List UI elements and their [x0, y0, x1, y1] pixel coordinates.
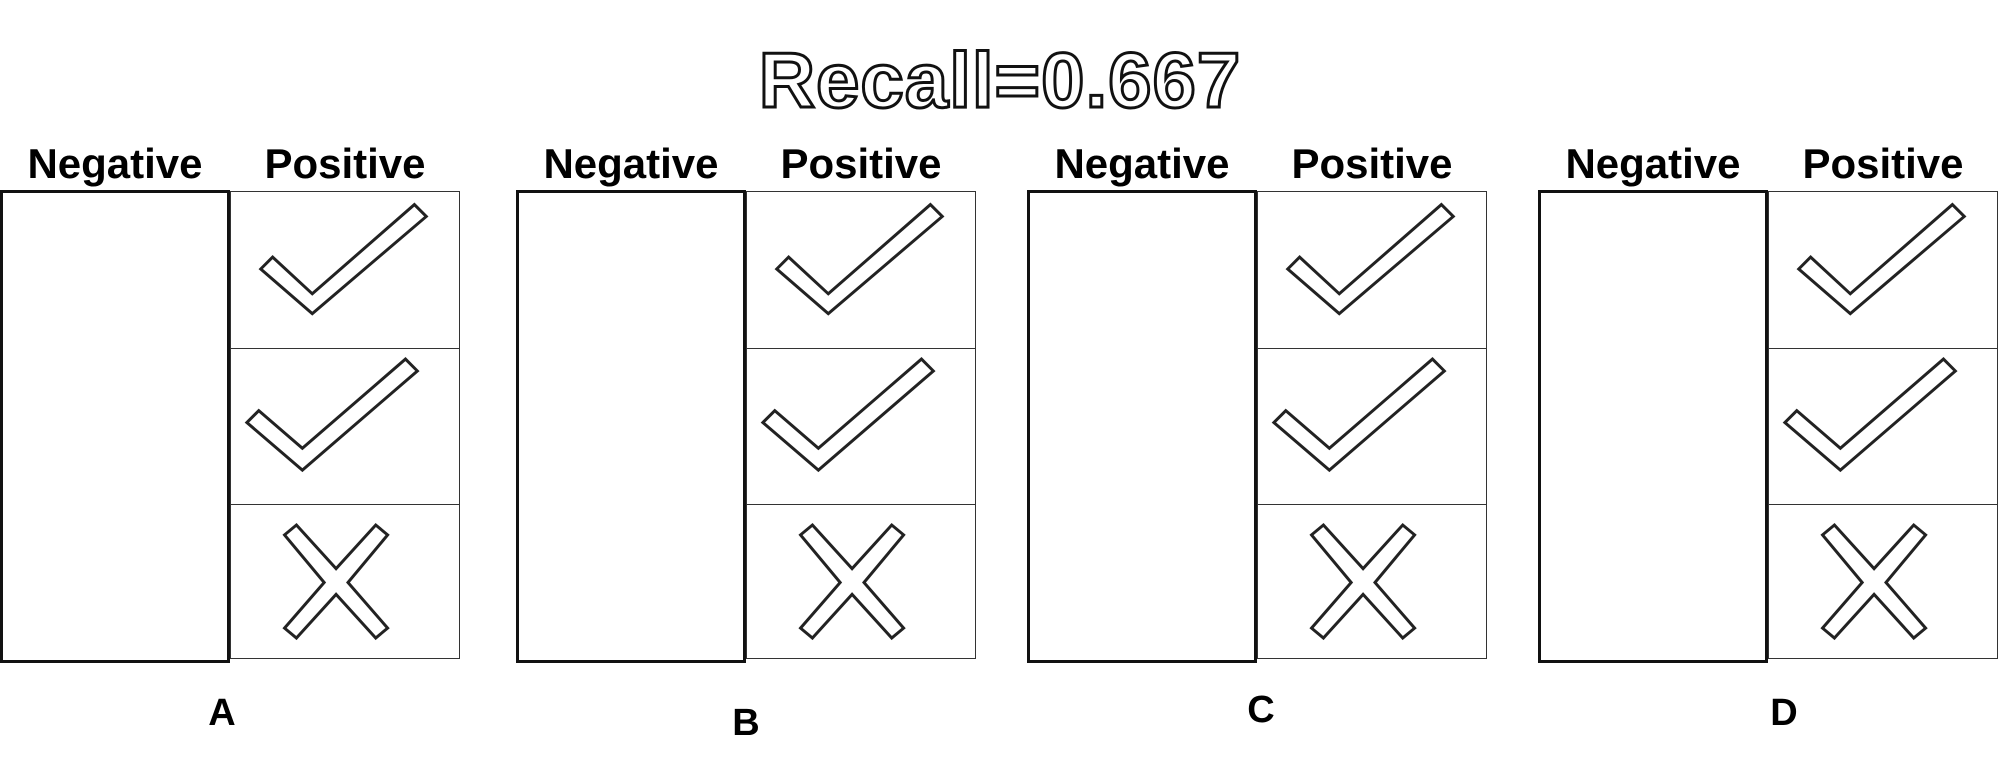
panel-letter: A	[208, 692, 236, 734]
cross-icon	[798, 522, 906, 641]
positive-cell	[747, 504, 975, 660]
positive-cell	[1769, 504, 1997, 660]
positive-cell	[231, 348, 459, 504]
positive-cell	[1258, 192, 1486, 348]
check-icon	[774, 202, 945, 316]
positive-cell	[747, 348, 975, 504]
negative-box	[1027, 190, 1257, 663]
check-icon	[1782, 357, 1958, 473]
panel-letter: C	[1247, 689, 1275, 731]
panel-letter: B	[732, 702, 760, 744]
negative-box	[0, 190, 230, 663]
positive-box	[1768, 191, 1998, 659]
panel-d: Negative Positive D	[1538, 135, 2000, 755]
negative-box	[516, 190, 746, 663]
check-icon	[1796, 202, 1967, 316]
positive-cell	[747, 192, 975, 348]
positive-box	[230, 191, 460, 659]
positive-box	[746, 191, 976, 659]
negative-label: Negative	[27, 140, 203, 187]
check-icon	[1271, 357, 1447, 473]
check-icon	[760, 357, 936, 473]
positive-label: Positive	[1291, 140, 1453, 187]
positive-label: Positive	[780, 140, 942, 187]
positive-box	[1257, 191, 1487, 659]
positive-cell	[1258, 348, 1486, 504]
positive-cell	[1769, 348, 1997, 504]
recall-title: Recall=0.667	[757, 35, 1242, 126]
panel-c: Negative Positive C	[1027, 135, 1489, 755]
positive-label: Positive	[1802, 140, 1964, 187]
negative-label: Negative	[543, 140, 719, 187]
positive-cell	[231, 504, 459, 660]
check-icon	[1285, 202, 1456, 316]
negative-box	[1538, 190, 1768, 663]
positive-cell	[1258, 504, 1486, 660]
negative-label: Negative	[1054, 140, 1230, 187]
panel-letter: D	[1770, 692, 1798, 734]
panel-a: Negative Positive A	[0, 135, 462, 755]
positive-cell	[1769, 192, 1997, 348]
check-icon	[258, 202, 429, 316]
positive-cell	[231, 192, 459, 348]
cross-icon	[1820, 522, 1928, 641]
negative-label: Negative	[1565, 140, 1741, 187]
panel-b: Negative Positive B	[516, 135, 978, 755]
positive-label: Positive	[264, 140, 426, 187]
check-icon	[244, 357, 420, 473]
cross-icon	[282, 522, 390, 641]
cross-icon	[1309, 522, 1417, 641]
